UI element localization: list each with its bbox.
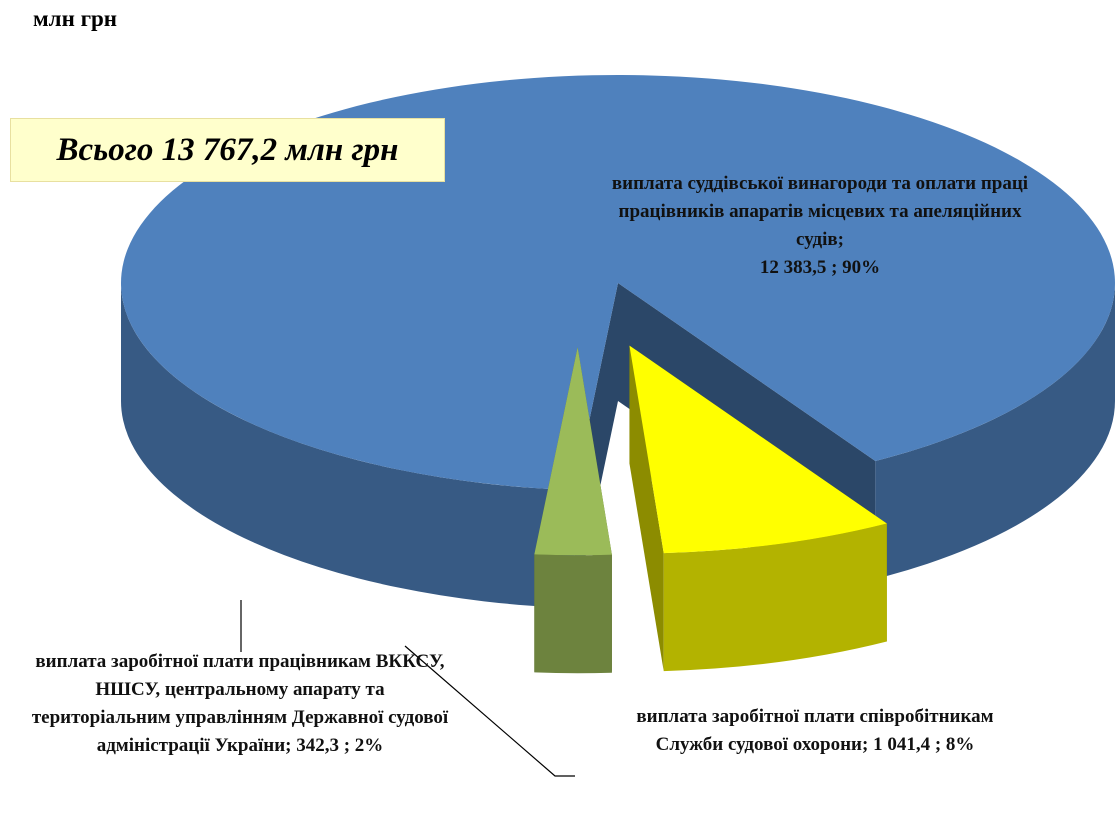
pie-3d [121,75,1115,674]
value-label: 1 041,4 ; 8% [873,734,975,755]
data-label: виплата заробітної плати працівникам ВКК… [25,648,455,760]
slice-side [875,283,1115,579]
slice-side [121,283,575,609]
data-label: виплата заробітної плати співробітникам … [620,703,1010,759]
slice-side [663,523,887,672]
slice-side [534,554,612,674]
slice [534,347,612,556]
category-label: виплата заробітної плати співробітникам … [636,706,994,755]
value-label: 12 383,5 ; 90% [759,257,881,278]
total-annotation: Всього 13 767,2 млн грн [10,118,445,182]
slice-wall [629,345,664,672]
data-label: виплата суддівської винагороди та оплати… [610,170,1030,282]
slice [629,345,887,554]
category-label: виплата заробітної плати працівникам ВКК… [31,651,449,756]
value-label: 342,3 ; 2% [296,735,384,756]
leader-line [404,645,575,777]
unit-label: млн грн [33,6,118,31]
category-label: виплата суддівської винагороди та оплати… [611,173,1029,250]
